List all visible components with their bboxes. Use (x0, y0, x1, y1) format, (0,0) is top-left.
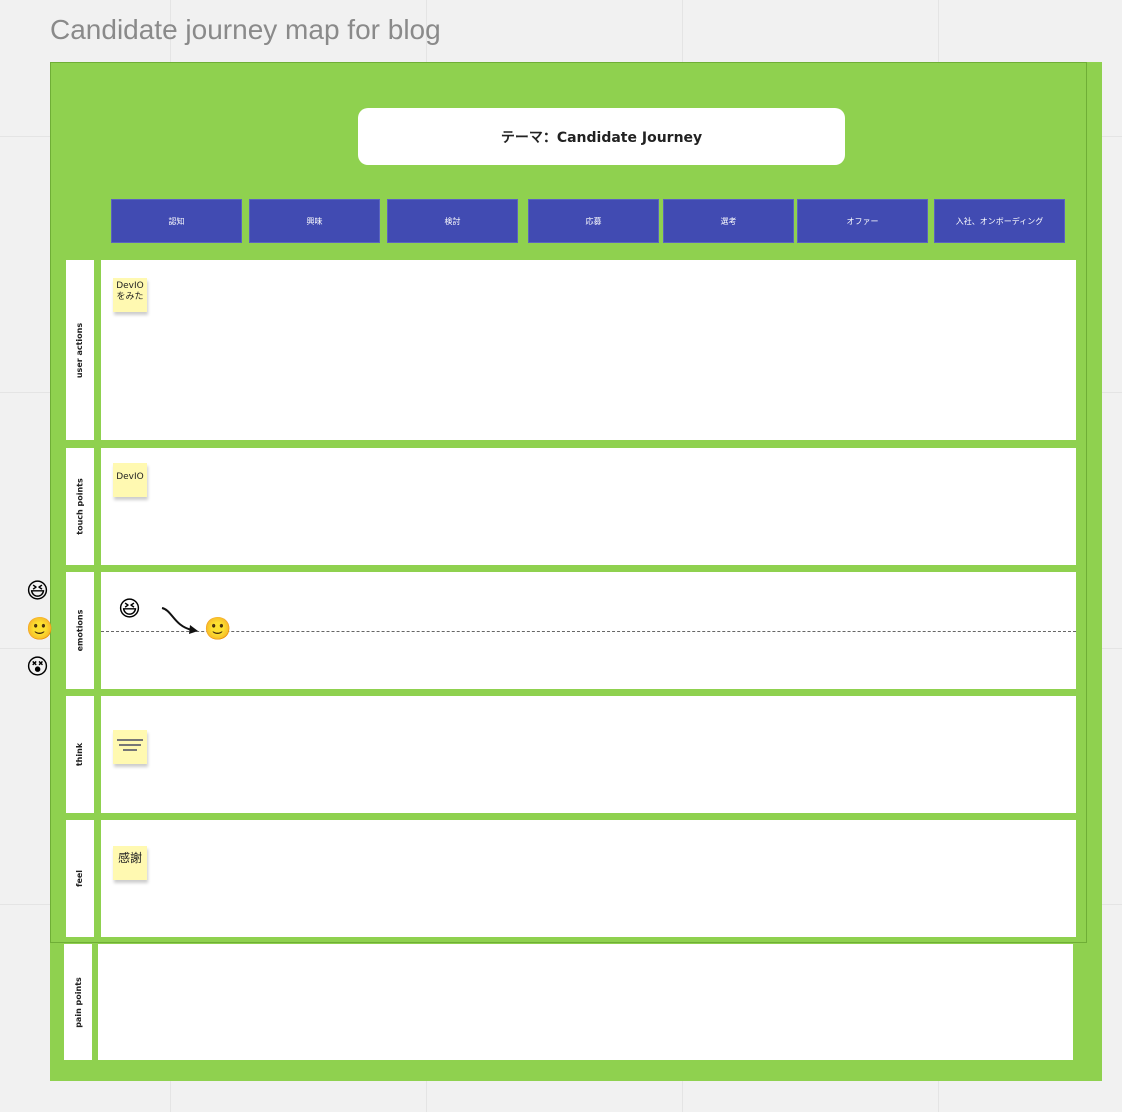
slightly-smiling-face-icon[interactable]: 🙂 (26, 617, 54, 642)
stage-application[interactable]: 応募 (528, 199, 659, 243)
row-label-text: touch points (75, 478, 85, 535)
stage-onboarding[interactable]: 入社、オンボーディング (934, 199, 1065, 243)
lane-pain-points[interactable] (98, 944, 1073, 1060)
row-label-touch-points: touch points (66, 448, 94, 565)
row-label-emotions: emotions (66, 572, 94, 689)
stage-consideration[interactable]: 検討 (387, 199, 518, 243)
laughing-face-icon[interactable]: 😆 (26, 579, 49, 604)
dizzy-face-icon[interactable]: 😵 (26, 655, 49, 680)
sticky-note-think[interactable] (113, 730, 147, 764)
slightly-smiling-face-icon[interactable]: 🙂 (204, 617, 232, 642)
row-label-think: think (66, 696, 94, 813)
stage-interest[interactable]: 興味 (249, 199, 380, 243)
sticky-note[interactable]: DevIO をみた (113, 278, 147, 312)
row-label-text: pain points (73, 976, 83, 1028)
lane-feel[interactable] (101, 820, 1076, 937)
stage-awareness[interactable]: 認知 (111, 199, 242, 243)
row-label-text: feel (75, 869, 85, 888)
row-label-feel: feel (66, 820, 94, 937)
theme-card[interactable]: テーマ：Candidate Journey (358, 108, 845, 165)
lane-user-actions[interactable] (101, 260, 1076, 440)
stage-selection[interactable]: 選考 (663, 199, 794, 243)
sticky-note[interactable]: 感謝 (113, 846, 147, 880)
lane-touch-points[interactable] (101, 448, 1076, 565)
row-label-text: think (75, 742, 85, 767)
board-title: Candidate journey map for blog (50, 14, 441, 45)
stage-offer[interactable]: オファー (797, 199, 928, 243)
sticky-note[interactable]: DevIO (113, 463, 147, 497)
laughing-face-icon[interactable]: 😆 (118, 597, 141, 622)
lane-think[interactable] (101, 696, 1076, 813)
lane-emotions[interactable] (101, 572, 1076, 689)
emotion-arrow[interactable] (158, 604, 204, 636)
emotion-baseline (101, 631, 1076, 632)
row-label-text: user actions (75, 322, 85, 378)
row-label-user-actions: user actions (66, 260, 94, 440)
row-label-text: emotions (75, 609, 85, 652)
row-label-pain-points: pain points (64, 944, 92, 1060)
